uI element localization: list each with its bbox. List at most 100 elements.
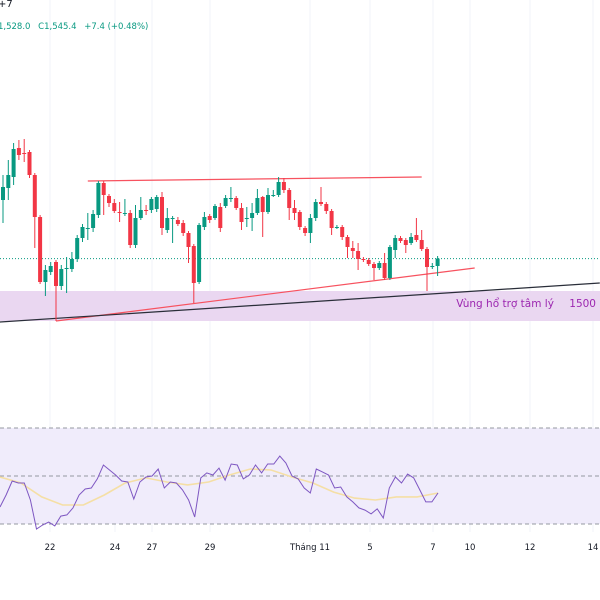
candle-body [27, 152, 32, 175]
candle-body [16, 148, 21, 155]
candle-body [419, 240, 424, 249]
candle-body [160, 197, 164, 228]
candle [175, 217, 180, 226]
candle-body [107, 196, 111, 203]
candle [228, 187, 233, 202]
candle [128, 210, 133, 248]
candle [308, 214, 313, 243]
candle-body [313, 202, 318, 218]
candle-body [207, 216, 212, 220]
candle-body [181, 223, 186, 233]
candle [281, 178, 286, 193]
rising-support-trendline[interactable] [55, 267, 475, 322]
candle-body [59, 269, 64, 286]
candle-body [64, 268, 69, 269]
candle-body [435, 258, 440, 266]
candle [170, 216, 175, 243]
candle [48, 262, 53, 275]
rsi-levels [0, 427, 600, 525]
candle [122, 199, 127, 216]
candle-body [234, 198, 239, 208]
candle-body [165, 218, 170, 230]
candle [59, 265, 64, 290]
candle-body [228, 198, 233, 199]
candle [1, 175, 5, 223]
rsi-line [0, 455, 439, 530]
candle [340, 225, 345, 240]
candle-body [43, 270, 48, 282]
candle [218, 203, 223, 232]
candle-body [430, 266, 435, 267]
candle-body [244, 218, 249, 219]
candle-body [276, 182, 281, 195]
candle [91, 210, 96, 232]
candle-body [403, 240, 408, 245]
candle [181, 220, 186, 236]
candle-body [356, 251, 361, 259]
candle [366, 258, 371, 266]
candle [393, 235, 398, 258]
candle-body [6, 175, 11, 188]
trendlines[interactable] [0, 176, 600, 323]
x-tick-label: 7 [430, 543, 436, 553]
candle [144, 205, 149, 215]
candle [292, 200, 297, 220]
candle [133, 205, 138, 248]
candle-body [202, 217, 207, 227]
candle [22, 139, 27, 162]
candle-body [91, 214, 96, 228]
candle [414, 218, 419, 242]
candle [260, 196, 265, 237]
candle-body [223, 198, 228, 206]
candle [234, 196, 239, 210]
zone-label-text: Vùng hổ trợ tâm lý [456, 298, 554, 310]
candle [213, 204, 217, 220]
candle [313, 199, 318, 221]
long-term-support-trendline[interactable] [0, 282, 600, 323]
x-tick-label: 14 [587, 543, 599, 553]
candle [32, 173, 37, 248]
candle-body [218, 207, 223, 228]
candle [350, 241, 355, 258]
candle [69, 252, 74, 272]
candle [38, 215, 43, 284]
candle-body [69, 259, 74, 269]
candle [244, 207, 249, 227]
candle [207, 214, 212, 223]
candle [387, 245, 392, 280]
candle [398, 236, 403, 243]
candle-body [38, 217, 43, 282]
candle-body [149, 199, 154, 210]
candle [271, 190, 276, 197]
candle-body [117, 212, 122, 213]
candle [382, 253, 387, 280]
candle [64, 257, 69, 293]
candle [361, 257, 366, 262]
resistance-trendline[interactable] [87, 176, 422, 182]
candle-body [144, 210, 149, 211]
candle-body [287, 190, 292, 208]
candle-body [382, 263, 387, 278]
candle-body [271, 195, 276, 196]
candle [334, 225, 339, 229]
candle [303, 226, 308, 236]
candle-body [425, 249, 429, 267]
candle-body [361, 259, 366, 260]
support-zone-label: Vùng hổ trợ tâm lý 1500 [456, 298, 596, 310]
candle [6, 160, 11, 200]
candle-body [175, 220, 180, 224]
candle-body [345, 237, 350, 247]
candle-body [377, 263, 382, 268]
candle [160, 192, 164, 235]
candle-body [133, 218, 138, 245]
candle-body [54, 262, 58, 286]
candle-body [85, 228, 90, 229]
rsi-band [0, 428, 600, 524]
candle [266, 188, 270, 214]
candle-body [11, 149, 16, 177]
candle-body [329, 211, 334, 228]
candle-body [393, 238, 398, 250]
ohlc-legend: 1,528.0 C1,545.4 +7.4 (+0.48%) [0, 22, 153, 32]
candle [154, 195, 159, 212]
